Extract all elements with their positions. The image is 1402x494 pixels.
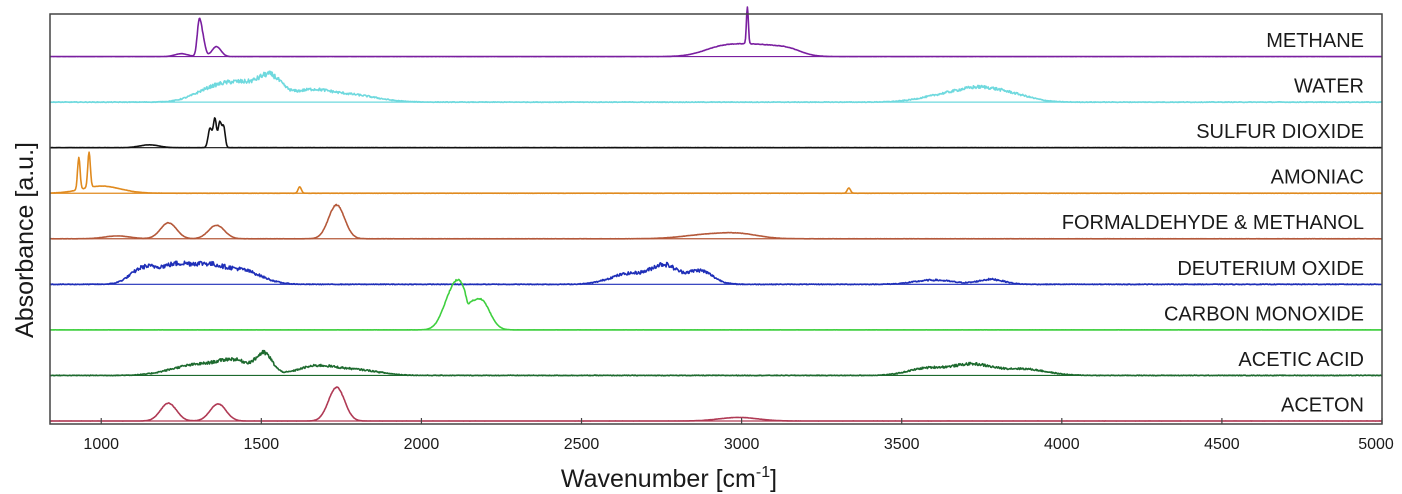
series-label: METHANE xyxy=(1266,30,1364,52)
spectrum-panel: WATER xyxy=(49,70,1383,104)
x-axis-title-end: ] xyxy=(770,465,777,493)
spectrum-panel: FORMALDEHYDE & METHANOL xyxy=(49,203,1383,240)
series-label: FORMALDEHYDE & METHANOL xyxy=(1062,212,1364,234)
x-tick-label: 2000 xyxy=(404,436,440,453)
x-tick-label: 2500 xyxy=(564,436,600,453)
spectrum-line xyxy=(49,117,1383,149)
spectrum-panel: ACETON xyxy=(49,386,1383,422)
series-label: AMONIAC xyxy=(1271,167,1364,189)
series-label: ACETON xyxy=(1281,394,1364,416)
x-tick-label: 3000 xyxy=(724,436,760,453)
x-tick-label: 3500 xyxy=(884,436,920,453)
x-tick-label: 4000 xyxy=(1044,436,1080,453)
spectrum-panel: ACETIC ACID xyxy=(49,349,1383,377)
spectrum-panel: AMONIAC xyxy=(49,151,1383,195)
spectrum-line xyxy=(49,349,1383,377)
x-tick-label: 4500 xyxy=(1204,436,1240,453)
x-tick-label: 1000 xyxy=(83,436,119,453)
spectrum-line xyxy=(49,386,1383,422)
series-label: CARBON MONOXIDE xyxy=(1164,303,1364,325)
x-tick-label: 1500 xyxy=(244,436,280,453)
spectra-panels: METHANE WATER SULFUR DIOXIDE AMONIAC FORMALD… xyxy=(49,6,1383,422)
x-tick-label: 5000 xyxy=(1358,436,1394,453)
spectrum-panel: METHANE xyxy=(49,6,1383,58)
x-axis-title-superscript: -1 xyxy=(756,464,770,481)
plot-frame xyxy=(49,13,1383,425)
x-axis-title: Wavenumber [cm-1] xyxy=(561,464,777,493)
x-axis-title-main: Wavenumber [cm xyxy=(561,465,756,493)
spectrum-line xyxy=(49,70,1383,104)
series-label: WATER xyxy=(1294,76,1364,98)
series-label: SULFUR DIOXIDE xyxy=(1196,121,1364,143)
spectrum-panel: CARBON MONOXIDE xyxy=(49,278,1383,331)
x-axis-ticks: 1000 1500 2000 2500 3000 3500 4000 4500 5000 xyxy=(83,418,1394,453)
spectrum-panel: DEUTERIUM OXIDE xyxy=(49,258,1383,286)
spectrum-line xyxy=(49,151,1383,195)
series-label: DEUTERIUM OXIDE xyxy=(1177,258,1364,280)
y-axis-title: Absorbance [a.u.] xyxy=(11,142,39,338)
plot-border xyxy=(49,13,1383,425)
series-label: ACETIC ACID xyxy=(1238,349,1364,371)
spectrum-panel: SULFUR DIOXIDE xyxy=(49,117,1383,149)
